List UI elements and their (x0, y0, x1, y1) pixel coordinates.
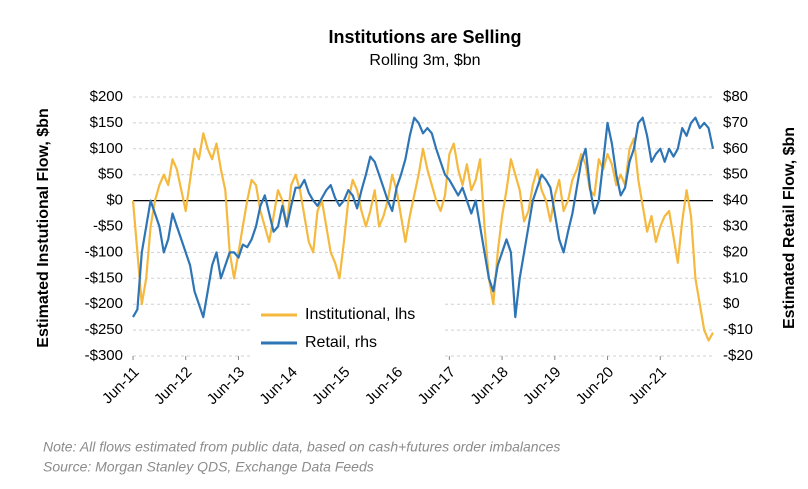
x-tick-label: Jun-21 (625, 364, 669, 408)
x-tick-label: Jun-19 (520, 364, 564, 408)
y-tick-label: -$250 (85, 321, 123, 338)
chart-subtitle: Rolling 3m, $bn (369, 52, 480, 69)
x-tick-label: Jun-18 (467, 364, 511, 408)
y2-tick-label: $70 (723, 114, 748, 131)
y2-tick-label: $50 (723, 166, 748, 183)
series-line (132, 116, 715, 319)
y2-tick-label: $30 (723, 217, 748, 234)
y-tick-label: -$150 (85, 269, 123, 286)
y-axis-title: Estimated Instutional Flow, $bn (35, 108, 52, 347)
y2-tick-label: -$10 (723, 321, 753, 338)
legend-box (253, 298, 443, 360)
source: Source: Morgan Stanley QDS, Exchange Dat… (43, 459, 374, 475)
x-tick-label: Jun-15 (309, 364, 353, 408)
y-tick-label: -$300 (85, 347, 123, 364)
x-tick-label: Jun-20 (573, 364, 617, 408)
y2-tick-label: $80 (723, 88, 748, 105)
x-tick-label: Jun-12 (151, 364, 195, 408)
y2-tick-label: $0 (723, 295, 740, 312)
y2-tick-label: $60 (723, 140, 748, 157)
note: Note: All flows estimated from public da… (43, 439, 560, 455)
y-tick-label: $0 (106, 192, 123, 209)
x-tick-label: Jun-14 (256, 364, 300, 408)
legend-label: Retail, rhs (305, 334, 377, 351)
x-tick-label: Jun-11 (99, 364, 143, 408)
legend-label: Institutional, lhs (305, 306, 415, 323)
y-tick-label: -$200 (85, 295, 123, 312)
x-tick-label: Jun-16 (362, 364, 406, 408)
x-tick-label: Jun-17 (415, 364, 459, 408)
y-tick-label: $150 (90, 114, 123, 131)
x-tick-label: Jun-13 (204, 364, 248, 408)
y2-tick-label: $10 (723, 269, 748, 286)
y-tick-label: $100 (90, 140, 123, 157)
y2-tick-label: $20 (723, 243, 748, 260)
y-tick-label: $50 (98, 166, 123, 183)
y2-tick-label: -$20 (723, 347, 753, 364)
y2-tick-label: $40 (723, 192, 748, 209)
y-tick-label: $200 (90, 88, 123, 105)
chart-title: Institutions are Selling (328, 27, 521, 47)
y-tick-label: -$50 (93, 217, 123, 234)
y-tick-label: -$100 (85, 243, 123, 260)
y2-axis-title: Estimated Retail Flow, $bn (781, 127, 798, 329)
